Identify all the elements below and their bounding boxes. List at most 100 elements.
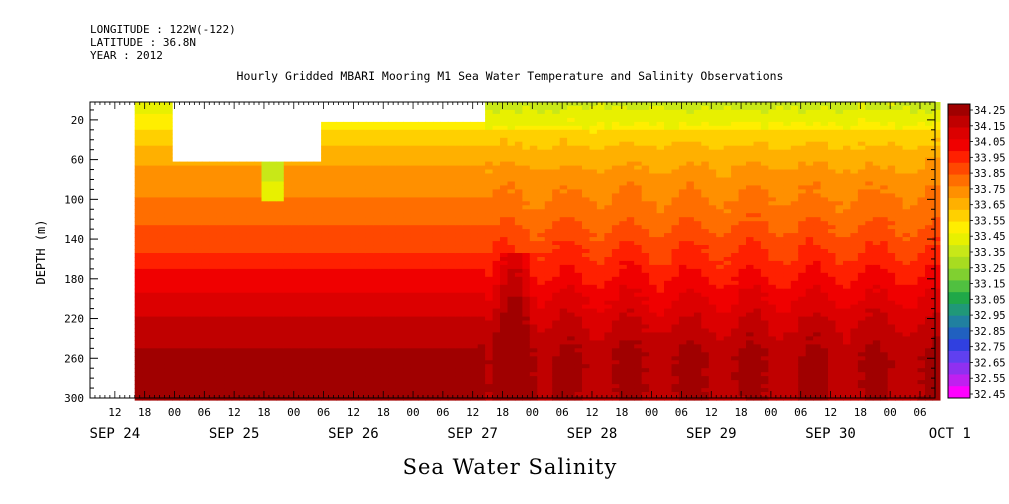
data-cell <box>149 157 158 163</box>
data-cell <box>537 340 546 345</box>
data-cell <box>336 284 345 290</box>
data-cell <box>410 348 419 353</box>
data-cell <box>596 133 605 139</box>
data-cell <box>447 141 456 147</box>
data-cell <box>522 264 531 270</box>
data-cell <box>209 233 218 238</box>
data-cell <box>388 280 397 286</box>
data-cell <box>298 380 307 385</box>
data-cell <box>403 249 412 254</box>
data-cell <box>529 193 538 198</box>
data-cell <box>522 165 531 171</box>
data-cell <box>529 201 538 206</box>
data-cell <box>470 312 479 318</box>
data-cell <box>507 264 516 270</box>
data-cell <box>619 125 628 131</box>
data-cell <box>514 237 523 242</box>
data-cell <box>313 189 322 194</box>
data-cell <box>276 185 285 190</box>
data-cell <box>373 320 382 326</box>
data-cell <box>582 185 591 190</box>
data-cell <box>395 324 404 330</box>
data-cell <box>395 312 404 318</box>
data-cell <box>343 225 352 230</box>
data-cell <box>500 336 509 341</box>
data-cell <box>395 292 404 298</box>
data-cell <box>529 173 538 179</box>
data-cell <box>596 181 605 187</box>
data-cell <box>164 284 173 290</box>
data-cell <box>432 364 441 369</box>
data-cell <box>268 300 277 306</box>
data-cell <box>596 102 605 107</box>
data-cell <box>462 129 471 135</box>
data-cell <box>522 141 531 147</box>
data-cell <box>611 253 620 258</box>
data-cell <box>336 368 345 373</box>
data-cell <box>395 225 404 230</box>
data-cell <box>544 102 553 107</box>
data-cell <box>321 348 330 353</box>
data-cell <box>216 280 225 286</box>
data-cell <box>343 125 352 131</box>
data-cell <box>142 109 151 115</box>
data-cell <box>418 209 427 214</box>
data-cell <box>567 372 576 377</box>
data-cell <box>664 117 673 123</box>
data-cell <box>298 384 307 389</box>
data-cell <box>477 292 486 298</box>
data-cell <box>134 189 143 194</box>
data-cell <box>582 296 591 302</box>
data-cell <box>321 169 330 175</box>
data-cell <box>537 233 546 238</box>
data-cell <box>194 205 203 210</box>
data-cell <box>552 205 561 210</box>
data-cell <box>582 360 591 365</box>
data-cell <box>134 113 143 119</box>
data-cell <box>380 276 389 282</box>
data-cell <box>559 189 568 194</box>
data-cell <box>209 368 218 373</box>
data-cell <box>596 185 605 190</box>
data-cell <box>336 241 345 246</box>
data-cell <box>604 276 613 282</box>
data-cell <box>179 388 188 393</box>
data-cell <box>403 145 412 151</box>
data-cell <box>268 185 277 190</box>
data-cell <box>395 364 404 369</box>
data-cell <box>455 189 464 194</box>
data-cell <box>350 312 359 318</box>
data-cell <box>313 324 322 330</box>
data-cell <box>656 328 665 334</box>
data-cell <box>522 241 531 246</box>
data-cell <box>254 268 263 274</box>
data-cell <box>626 284 635 290</box>
data-cell <box>619 225 628 230</box>
data-cell <box>186 264 195 270</box>
data-cell <box>544 392 553 397</box>
data-cell <box>350 253 359 258</box>
data-cell <box>418 272 427 278</box>
data-cell <box>134 233 143 238</box>
data-cell <box>268 324 277 330</box>
data-cell <box>283 264 292 270</box>
data-cell <box>507 117 516 123</box>
data-cell <box>142 316 151 322</box>
data-cell <box>537 320 546 326</box>
data-cell <box>306 348 315 353</box>
data-cell <box>276 280 285 286</box>
data-cell <box>641 268 650 274</box>
data-cell <box>626 356 635 361</box>
data-cell <box>201 320 210 326</box>
data-cell <box>507 356 516 361</box>
data-cell <box>641 336 650 341</box>
data-cell <box>343 392 352 397</box>
data-cell <box>134 213 143 218</box>
data-cell <box>164 348 173 353</box>
data-cell <box>418 384 427 389</box>
data-cell <box>336 276 345 282</box>
data-cell <box>134 249 143 254</box>
data-cell <box>283 308 292 314</box>
data-cell <box>462 169 471 175</box>
data-cell <box>574 133 583 139</box>
